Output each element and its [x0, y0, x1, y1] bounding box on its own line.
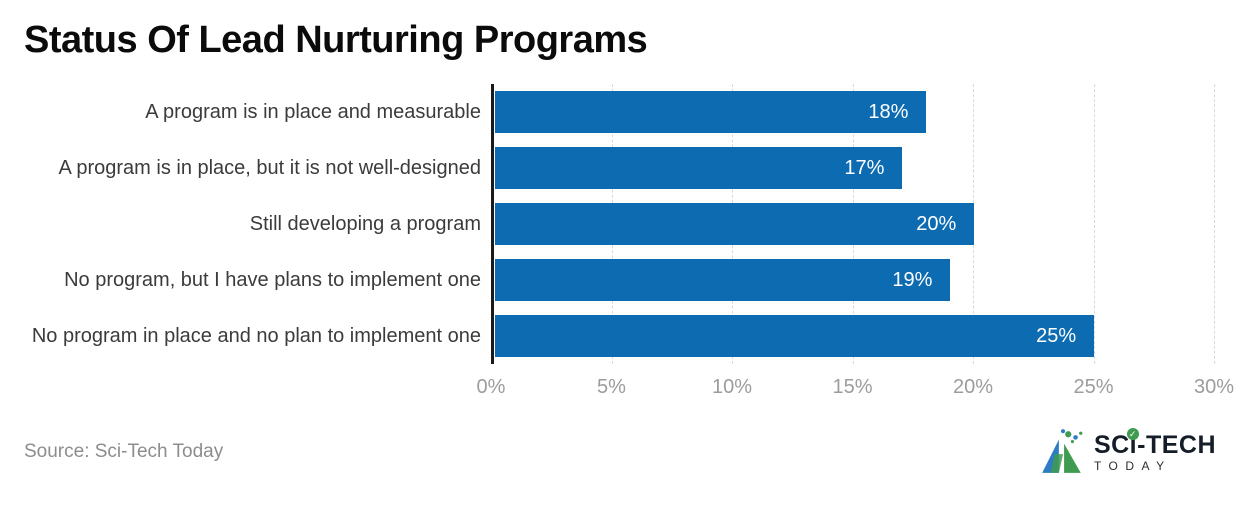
bar-value-label: 17%: [844, 156, 885, 179]
logo-subtext: TODAY: [1093, 458, 1172, 473]
bar-track: 19%: [495, 259, 1214, 301]
bar: 20%: [495, 203, 975, 245]
chart-title: Status Of Lead Nurturing Programs: [24, 19, 648, 61]
logo-check-icon: ✓: [1126, 427, 1139, 440]
x-tick-label: 15%: [832, 376, 873, 398]
scitech-triangle-icon: [1042, 429, 1083, 473]
bar-track: 20%: [495, 203, 1214, 245]
bar-value-label: 19%: [892, 268, 933, 291]
scitech-today-logo: SCi-TECH ✓ TODAY: [1036, 427, 1216, 477]
bar-value-label: 25%: [1036, 324, 1077, 347]
x-tick-label: 10%: [711, 376, 753, 398]
x-axis: 0% 5% 10% 15% 20% 25% 30%: [477, 374, 1234, 400]
bar: 17%: [495, 147, 903, 189]
logo-wordmark: SCi-TECH ✓: [1093, 427, 1216, 459]
chart-row: No program in place and no plan to imple…: [0, 308, 1240, 364]
footer: Source: Sci-Tech Today SCi-TECH ✓ TODAY: [24, 424, 1216, 480]
gridline: [1093, 84, 1095, 364]
bar: 19%: [495, 259, 951, 301]
bar-track: 17%: [495, 147, 1214, 189]
logo-wordmark-text: SCi-TECH: [1093, 430, 1216, 459]
category-label: A program is in place, but it is not wel…: [58, 156, 481, 179]
chart-row: No program, but I have plans to implemen…: [0, 252, 1240, 308]
x-tick-label: 25%: [1073, 376, 1114, 398]
x-tick-label: 5%: [597, 376, 626, 398]
chart-row: Still developing a program 20%: [0, 196, 1240, 252]
category-label: No program in place and no plan to imple…: [31, 324, 481, 347]
plot-area: A program is in place and measurable 18% A…: [0, 84, 1240, 364]
bar-track: 18%: [495, 91, 1214, 133]
bar-track: 25%: [495, 315, 1214, 357]
category-label: A program is in place and measurable: [145, 100, 481, 123]
gridline: [1214, 84, 1215, 364]
bar: 18%: [495, 91, 927, 133]
chart-row: A program is in place, but it is not wel…: [0, 140, 1240, 196]
y-axis-line: [491, 84, 494, 364]
chart-row: A program is in place and measurable 18%: [0, 84, 1240, 140]
x-tick-label: 20%: [952, 376, 994, 398]
x-tick-label: 30%: [1193, 376, 1235, 398]
source-caption: Source: Sci-Tech Today: [24, 441, 224, 462]
category-label: Still developing a program: [249, 212, 481, 235]
bar-rows: A program is in place and measurable 18% A…: [0, 84, 1240, 364]
x-tick-label: 0%: [476, 376, 506, 398]
bar-value-label: 18%: [868, 100, 909, 123]
bar: 25%: [495, 315, 1095, 357]
category-label: No program, but I have plans to implemen…: [64, 268, 481, 291]
bar-value-label: 20%: [916, 212, 957, 235]
